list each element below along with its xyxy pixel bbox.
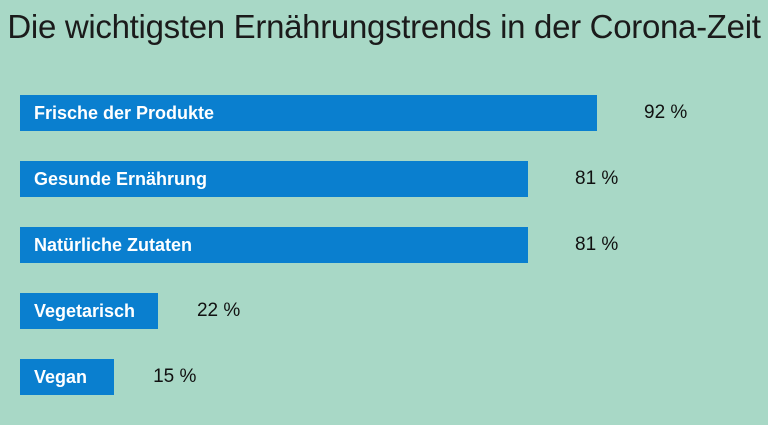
bar-label: Vegan [34, 367, 88, 387]
bar: Vegetarisch [20, 293, 158, 329]
bar-value-label: 22 % [196, 300, 241, 321]
bar-list: Frische der Produkte 92 % Gesunde Ernährun… [20, 95, 760, 425]
bar: Gesunde Ernährung [20, 161, 528, 197]
bar-label: Natürliche Zutaten [34, 235, 193, 255]
bar-label: Frische der Produkte [34, 103, 215, 123]
bar-label: Vegetarisch [34, 301, 136, 321]
bar-row: Vegetarisch 22 % [20, 293, 760, 329]
bar-row: Vegan 15 % [20, 359, 760, 395]
bar-value-label: 81 % [575, 234, 619, 255]
bar-row: Frische der Produkte 92 % [20, 95, 760, 131]
bar-value-label: 15 % [153, 366, 197, 387]
bar-value-label: 92 % [644, 102, 688, 123]
bar-value-label: 81 % [575, 168, 619, 189]
bar: Frische der Produkte [20, 95, 597, 131]
bar-label: Gesunde Ernährung [34, 169, 208, 189]
bar: Natürliche Zutaten [20, 227, 528, 263]
bar-row: Gesunde Ernährung 81 % [20, 161, 760, 197]
bar-row: Natürliche Zutaten 81 % [20, 227, 760, 263]
chart: Die wichtigsten Ernährungstrends in der … [7, 8, 761, 395]
chart-title: Die wichtigsten Ernährungstrends in der … [7, 8, 761, 45]
bar: Vegan [20, 359, 115, 395]
